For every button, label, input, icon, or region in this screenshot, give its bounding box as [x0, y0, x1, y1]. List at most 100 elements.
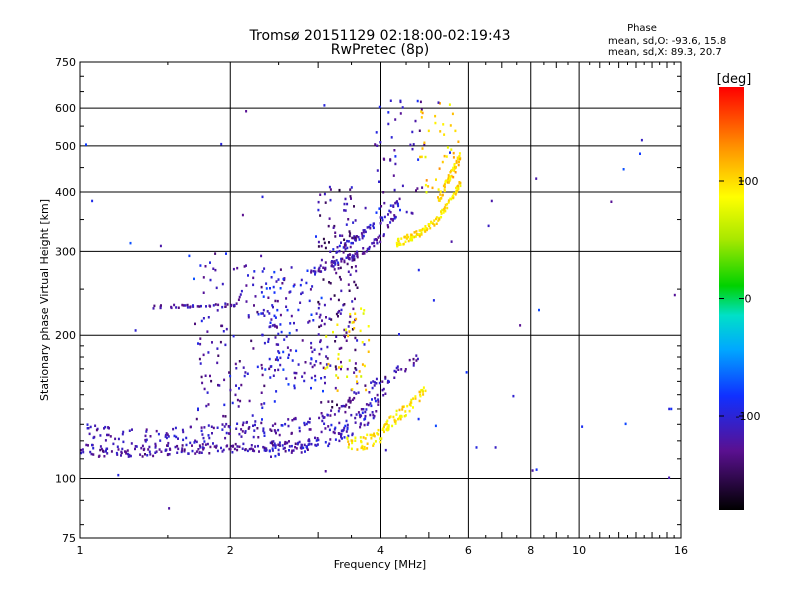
data-point: [245, 300, 248, 303]
data-point: [400, 415, 403, 418]
data-point: [237, 405, 240, 408]
data-point: [335, 312, 338, 316]
data-point: [347, 257, 350, 260]
data-point: [263, 446, 266, 450]
data-point: [319, 214, 322, 217]
data-point: [366, 423, 369, 426]
data-point: [321, 419, 324, 423]
data-point: [253, 429, 256, 432]
data-point: [442, 211, 445, 214]
data-point: [350, 241, 353, 245]
data-point: [344, 328, 347, 331]
data-point: [131, 428, 133, 431]
data-point: [355, 375, 358, 378]
data-point: [340, 260, 343, 263]
data-point: [389, 221, 392, 224]
data-point: [320, 377, 323, 380]
data-point: [391, 218, 394, 221]
data-point: [268, 449, 271, 453]
data-point: [330, 409, 333, 412]
data-point: [357, 235, 360, 239]
data-point: [361, 252, 364, 255]
data-point: [317, 438, 320, 442]
data-point: [347, 434, 350, 438]
data-point: [262, 429, 265, 433]
data-point: [419, 394, 422, 398]
data-point: [421, 147, 424, 150]
data-point: [371, 411, 374, 414]
data-point: [363, 418, 366, 421]
data-point: [393, 217, 396, 220]
data-point: [447, 174, 450, 177]
data-point: [216, 449, 219, 453]
data-point: [313, 266, 316, 270]
data-point: [401, 405, 404, 409]
data-point: [328, 442, 331, 445]
data-point: [406, 233, 409, 237]
data-point: [622, 168, 625, 171]
data-point: [356, 381, 359, 385]
data-point: [197, 342, 199, 345]
data-point: [365, 403, 368, 406]
data-point: [355, 368, 358, 372]
data-point: [104, 425, 107, 429]
data-point: [390, 136, 393, 139]
data-point: [376, 241, 379, 245]
data-point: [449, 124, 452, 127]
data-point: [379, 240, 382, 244]
data-point: [154, 451, 157, 454]
data-point: [349, 273, 352, 276]
data-point: [392, 174, 395, 177]
data-point: [173, 434, 176, 438]
data-point: [306, 448, 309, 451]
colorbar-tick-label: 100: [738, 175, 759, 188]
data-point: [193, 441, 196, 444]
data-point: [437, 101, 440, 104]
data-point: [319, 313, 322, 317]
data-point: [209, 374, 211, 378]
data-point: [271, 447, 274, 450]
y-tick-label: 200: [55, 329, 76, 342]
data-point: [106, 433, 108, 437]
data-point: [450, 148, 453, 151]
data-point: [307, 321, 310, 324]
data-point: [389, 204, 392, 207]
data-point: [272, 305, 274, 309]
data-point: [262, 295, 265, 298]
data-point: [212, 304, 215, 307]
data-point: [318, 302, 321, 306]
data-point: [308, 299, 311, 303]
data-point: [358, 238, 361, 241]
data-point: [159, 244, 162, 248]
data-point: [324, 381, 326, 385]
data-point: [354, 416, 357, 420]
data-point: [404, 410, 407, 413]
data-point: [427, 129, 430, 133]
data-point: [262, 427, 265, 430]
data-point: [364, 437, 367, 440]
data-point: [266, 310, 269, 313]
data-point: [352, 320, 355, 324]
data-point: [393, 214, 396, 217]
data-point: [290, 314, 293, 318]
data-point: [444, 209, 447, 213]
data-point: [247, 427, 250, 430]
data-point: [355, 392, 358, 395]
data-point: [417, 417, 420, 421]
data-point: [340, 241, 342, 244]
data-point: [278, 433, 281, 437]
data-point: [519, 324, 522, 327]
data-point: [126, 449, 129, 452]
data-point: [331, 264, 334, 267]
data-point: [359, 415, 362, 419]
data-point: [129, 241, 132, 245]
data-point: [369, 402, 372, 405]
data-point: [405, 237, 408, 240]
data-point: [348, 359, 351, 362]
data-point: [186, 303, 189, 307]
data-point: [355, 317, 358, 321]
data-point: [449, 197, 452, 201]
data-point: [331, 400, 334, 403]
data-point: [383, 158, 386, 161]
data-point: [277, 350, 280, 353]
